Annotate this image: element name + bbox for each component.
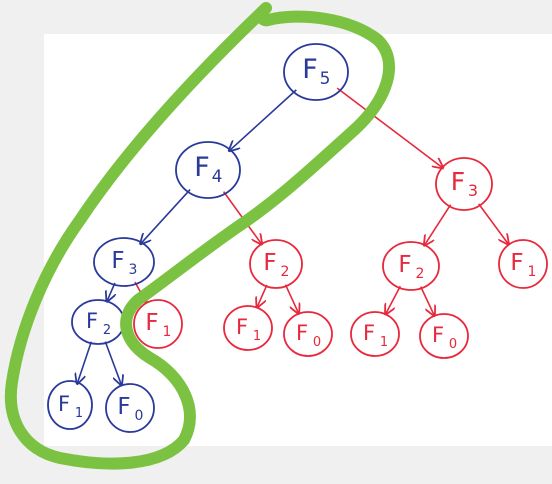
edge-n_f2a-to-n_f0a [284,284,299,314]
node-label: F [363,321,375,345]
edge-n_f2b-to-n_f1d [386,285,402,314]
node-circle [498,239,548,289]
node-label: F [236,315,248,339]
node-label: F [451,167,465,196]
edge-n_f2c-to-n_f1e [77,341,93,384]
node-circle [249,239,303,289]
node-circle [105,383,155,433]
node-subscript: 3 [129,262,138,278]
node-label: F [296,321,308,345]
node-label: F [398,252,411,278]
edge-n_f2c-to-n_f0c [104,341,121,386]
node-circle [175,141,241,199]
node-label: F [510,250,523,276]
highlight-loop [4,2,395,470]
node-circle [419,313,469,359]
node-circle [223,305,273,351]
edges-layer [77,87,509,386]
node-subscript: 5 [320,69,331,89]
edge-n_f5-to-n_f4 [229,89,297,151]
edge-n_f2b-to-n_f0b [419,286,435,316]
node-circle [133,299,183,349]
node-subscript: 0 [135,408,144,424]
paper-sheet [44,34,552,446]
node-label: F [117,394,130,420]
node-subscript: 1 [380,335,388,350]
node-circle [382,241,440,291]
edge-n_f2a-to-n_f1c [257,284,268,308]
edge-n_f3a-to-n_f1a [478,203,509,244]
node-circle [93,237,155,287]
node-label: F [111,248,124,274]
node-circle [350,311,400,357]
edge-n_f3a-to-n_f2b [424,204,452,246]
node-subscript: 0 [313,335,321,350]
node-subscript: 4 [212,167,223,187]
node-label: F [302,54,318,85]
node-label: F [194,152,210,183]
node-subscript: 1 [75,406,83,421]
node-circle [47,380,93,430]
node-subscript: 1 [163,324,172,340]
node-circle [283,43,349,101]
edge-n_f3b-to-n_f2c [107,282,115,302]
node-circle [435,157,493,211]
node-label: F [86,309,98,333]
node-circle [283,311,333,357]
nodes-layer: F 5F 4 F 3F 3 F 2 F 2 F 1F 2 F 1 F 1 F 0 F 1 F 0F 1 F 0 [47,43,548,433]
node-subscript: 2 [416,266,425,282]
node-subscript: 0 [449,337,457,352]
edge-n_f5-to-n_f3a [336,87,443,168]
node-subscript: 2 [103,323,111,338]
node-label: F [432,323,444,347]
node-label: F [263,250,276,276]
edge-n_f4-to-n_f3b [141,189,191,244]
node-label: F [145,310,158,336]
node-subscript: 1 [528,264,537,280]
node-subscript: 1 [253,329,261,344]
node-subscript: 2 [281,264,290,280]
node-subscript: 3 [468,181,478,200]
node-label: F [58,392,70,416]
